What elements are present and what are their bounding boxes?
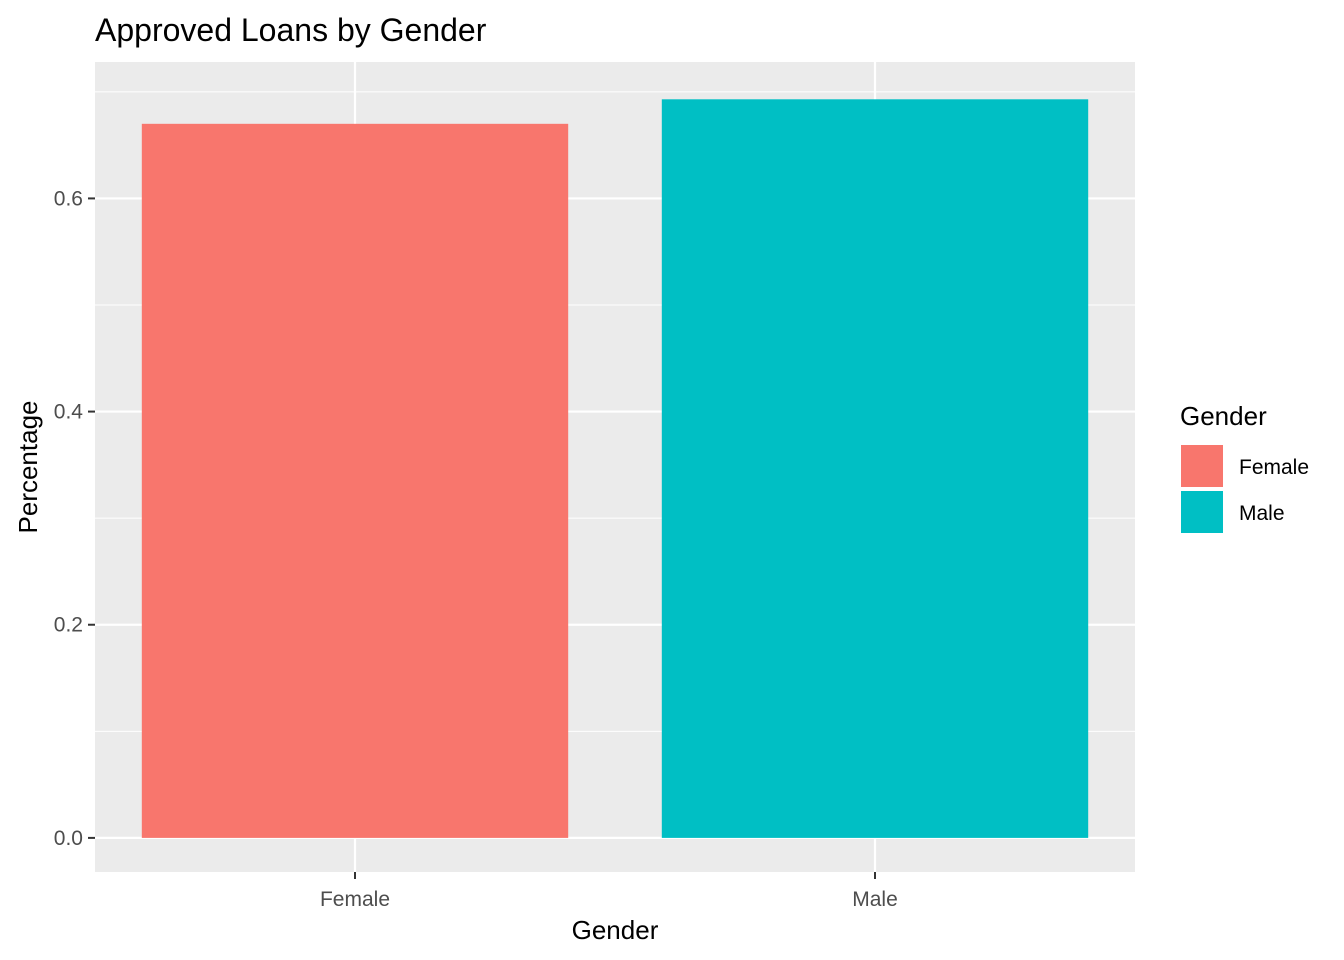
legend-label-female: Female	[1239, 456, 1309, 479]
legend: Gender Female Male	[1179, 401, 1309, 535]
legend-key-female	[1179, 443, 1225, 489]
y-tick-label: 0.4	[54, 401, 84, 424]
legend-key-male	[1179, 489, 1225, 535]
bar-female	[141, 123, 569, 838]
bar-male	[661, 99, 1089, 838]
legend-label-male: Male	[1239, 502, 1285, 525]
chart-title: Approved Loans by Gender	[95, 12, 487, 48]
x-tick-label: Male	[852, 888, 898, 911]
legend-title: Gender	[1180, 401, 1267, 431]
y-axis: 0.0 0.2 0.4 0.6	[54, 187, 95, 850]
x-axis-title: Gender	[572, 915, 659, 945]
bars-group	[141, 99, 1089, 838]
y-tick-label: 0.2	[54, 614, 83, 637]
y-tick-label: 0.6	[54, 187, 83, 210]
legend-entries: Female Male	[1179, 443, 1309, 535]
x-axis: Female Male	[320, 872, 898, 911]
y-tick-label: 0.0	[54, 827, 83, 850]
y-axis-title: Percentage	[13, 401, 43, 534]
x-tick-label: Female	[320, 888, 390, 911]
